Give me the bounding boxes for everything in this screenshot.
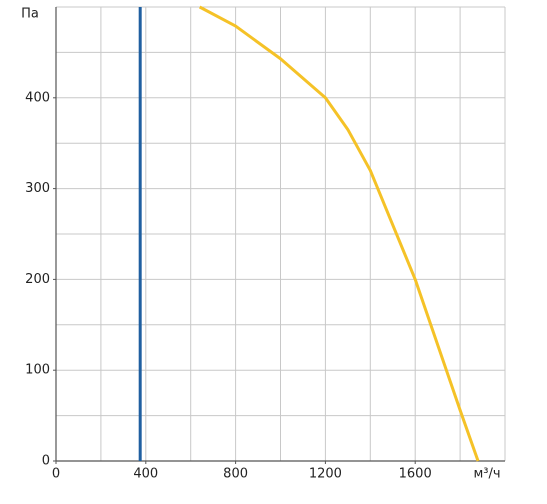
x-tick-label: 0 — [52, 467, 60, 482]
x-axis-label: м³/ч — [473, 467, 500, 482]
x-tick-label: 400 — [133, 467, 158, 482]
series-line — [198, 5, 480, 462]
y-tick-label: 0 — [42, 454, 50, 469]
x-tick-label: 1600 — [399, 467, 432, 482]
y-tick-label: 400 — [25, 90, 50, 105]
x-tick-label: 800 — [223, 467, 248, 482]
y-tick-label: 200 — [25, 272, 50, 287]
y-axis-label: Па — [21, 7, 39, 22]
x-tick-label: 1200 — [309, 467, 342, 482]
y-tick-label: 100 — [25, 363, 50, 378]
y-tick-label: 300 — [25, 181, 50, 196]
